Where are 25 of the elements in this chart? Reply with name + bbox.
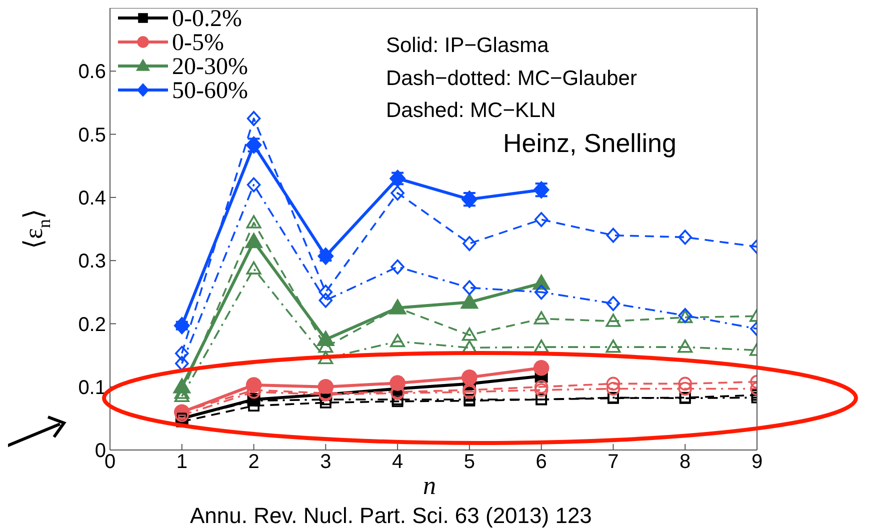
y-tick-label: 0.4: [78, 188, 106, 210]
x-tick-label: 3: [320, 451, 332, 474]
legend-label: 20-30%: [172, 54, 248, 80]
x-tick-label: 7: [608, 451, 619, 474]
annotation: Dashed: MC−KLN: [386, 99, 556, 122]
legend-label: 50-60%: [172, 78, 248, 104]
x-tick-label: 1: [176, 451, 188, 474]
x-tick-label: 5: [464, 451, 476, 474]
annotation: Heinz, Snelling: [503, 128, 676, 158]
text: Annu. Rev. Nucl. Part. Sci. 63 (2013) 123: [190, 503, 592, 528]
y-tick-label: 0.5: [78, 124, 106, 146]
x-tick-label: 2: [248, 451, 260, 474]
y-tick-label: 0.3: [78, 250, 106, 273]
x-tick-label: 6: [536, 451, 547, 474]
x-tick-label: 4: [392, 451, 404, 474]
y-tick-label: 0.1: [78, 376, 106, 399]
x-tick-label: 8: [680, 451, 691, 474]
annotation: Dash−dotted: MC−Glauber: [386, 67, 637, 90]
y-tick-label: 0.2: [78, 314, 106, 336]
x-tick-label: 9: [751, 451, 763, 474]
annotation: Solid: IP−Glasma: [386, 34, 550, 57]
legend-label: 0-5%: [172, 30, 224, 56]
y-tick-label: 0.6: [78, 61, 106, 84]
legend-label: 0-0.2%: [172, 6, 242, 32]
x-axis-title: n: [423, 471, 436, 500]
